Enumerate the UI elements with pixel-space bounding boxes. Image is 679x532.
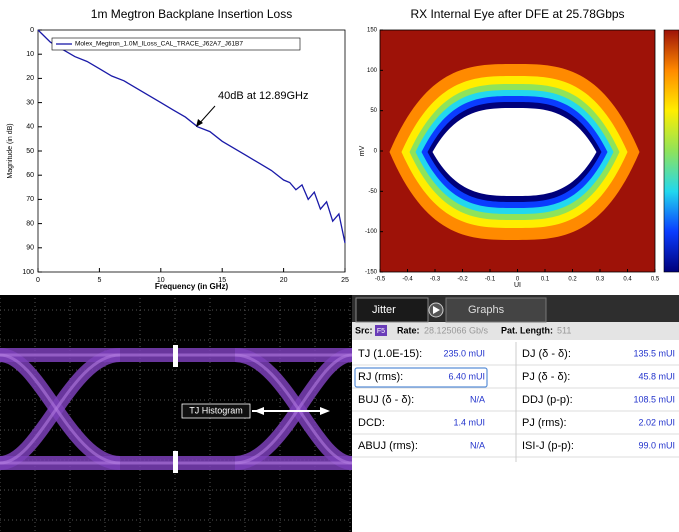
- x-axis-label: Frequency (in GHz): [155, 282, 229, 291]
- y-tick-label: 100: [22, 269, 34, 276]
- chart-title: RX Internal Eye after DFE at 25.78Gbps: [410, 7, 624, 21]
- chart-title: 1m Megtron Backplane Insertion Loss: [91, 7, 292, 21]
- metric-label: TJ (1.0E-15):: [358, 348, 422, 360]
- plot-area: [38, 30, 345, 272]
- histogram-bar: [173, 345, 178, 367]
- y-tick-label: -150: [365, 270, 378, 276]
- y-tick-label: 20: [26, 75, 34, 82]
- metric-label: ISI-J (p-p):: [522, 440, 574, 452]
- metric-value: 108.5 mUI: [633, 394, 675, 404]
- metric-value: 99.0 mUI: [638, 440, 675, 450]
- src-value: F5: [377, 328, 385, 335]
- colorbar: [664, 30, 679, 272]
- x-tick-label: 0.2: [568, 277, 577, 283]
- histogram-bar: [173, 451, 178, 473]
- pattern-label: Pat. Length:: [501, 325, 553, 335]
- pattern-value: 511: [557, 325, 571, 335]
- y-tick-label: 40: [26, 124, 34, 131]
- y-tick-label: 100: [367, 68, 378, 74]
- tab-label[interactable]: Jitter: [372, 304, 396, 316]
- rate-value: 28.125066 Gb/s: [424, 325, 489, 335]
- metric-value: 1.4 mUI: [453, 417, 485, 427]
- x-tick-label: 0: [36, 277, 40, 284]
- x-tick-label: 5: [97, 277, 101, 284]
- metric-value: 6.40 mUI: [448, 371, 485, 381]
- page: 1m Megtron Backplane Insertion Loss 0 5 10 1…: [0, 0, 679, 532]
- tab-label[interactable]: Graphs: [468, 304, 505, 316]
- x-tick-label: 0.5: [651, 277, 660, 283]
- y-tick-label: 60: [26, 172, 34, 179]
- metric-label: PJ (δ - δ):: [522, 371, 570, 383]
- y-tick-label: 10: [26, 51, 34, 58]
- y-tick-label: 80: [26, 220, 34, 227]
- y-axis-label: mV: [359, 145, 366, 156]
- marker-label: TJ Histogram: [189, 405, 243, 415]
- x-tick-label: -0.2: [457, 277, 468, 283]
- x-tick-label: 0.3: [596, 277, 605, 283]
- src-label: Src:: [355, 325, 373, 335]
- x-axis-label: UI: [514, 282, 521, 289]
- y-tick-label: 50: [370, 108, 377, 114]
- metric-label: DJ (δ - δ):: [522, 348, 571, 360]
- y-tick-label: 150: [367, 28, 378, 34]
- y-axis-label: Magnitude (in dB): [7, 123, 14, 178]
- metric-value: N/A: [470, 394, 485, 404]
- x-tick-label: 0.4: [623, 277, 632, 283]
- annotation: 40dB at 12.89GHz: [218, 90, 309, 102]
- y-tick-label: 50: [26, 148, 34, 155]
- y-tick-label: -100: [365, 229, 378, 235]
- metric-value: N/A: [470, 440, 485, 450]
- metric-value: 235.0 mUI: [443, 348, 485, 358]
- x-tick-label: -0.4: [402, 277, 413, 283]
- x-tick-label: 20: [280, 277, 288, 284]
- screenshot: 1m Megtron Backplane Insertion Loss 0 5 10 1…: [0, 0, 679, 532]
- y-tick-label: 0: [30, 27, 34, 34]
- x-tick-label: -0.3: [430, 277, 441, 283]
- metric-label: BUJ (δ - δ):: [358, 394, 414, 406]
- rate-label: Rate:: [397, 325, 420, 335]
- x-tick-label: 25: [341, 277, 349, 284]
- metric-label: ABUJ (rms):: [358, 440, 418, 452]
- metric-value: 2.02 mUI: [638, 417, 675, 427]
- legend-label: Molex_Megtron_1.0M_ILoss_CAL_TRACE_J62A7…: [75, 41, 243, 48]
- metric-value: 45.8 mUI: [638, 371, 675, 381]
- y-tick-label: 30: [26, 99, 34, 106]
- x-tick-label: -0.1: [485, 277, 496, 283]
- metric-label: PJ (rms):: [522, 417, 567, 429]
- metric-label: DCD:: [358, 417, 385, 429]
- y-tick-label: -50: [368, 189, 377, 195]
- metric-label: DDJ (p-p):: [522, 394, 573, 406]
- metric-value: 135.5 mUI: [633, 348, 675, 358]
- x-tick-label: 0.1: [541, 277, 550, 283]
- y-tick-label: 70: [26, 196, 34, 203]
- y-tick-label: 90: [26, 245, 34, 252]
- metric-label: RJ (rms):: [358, 371, 403, 383]
- x-tick-label: -0.5: [375, 277, 386, 283]
